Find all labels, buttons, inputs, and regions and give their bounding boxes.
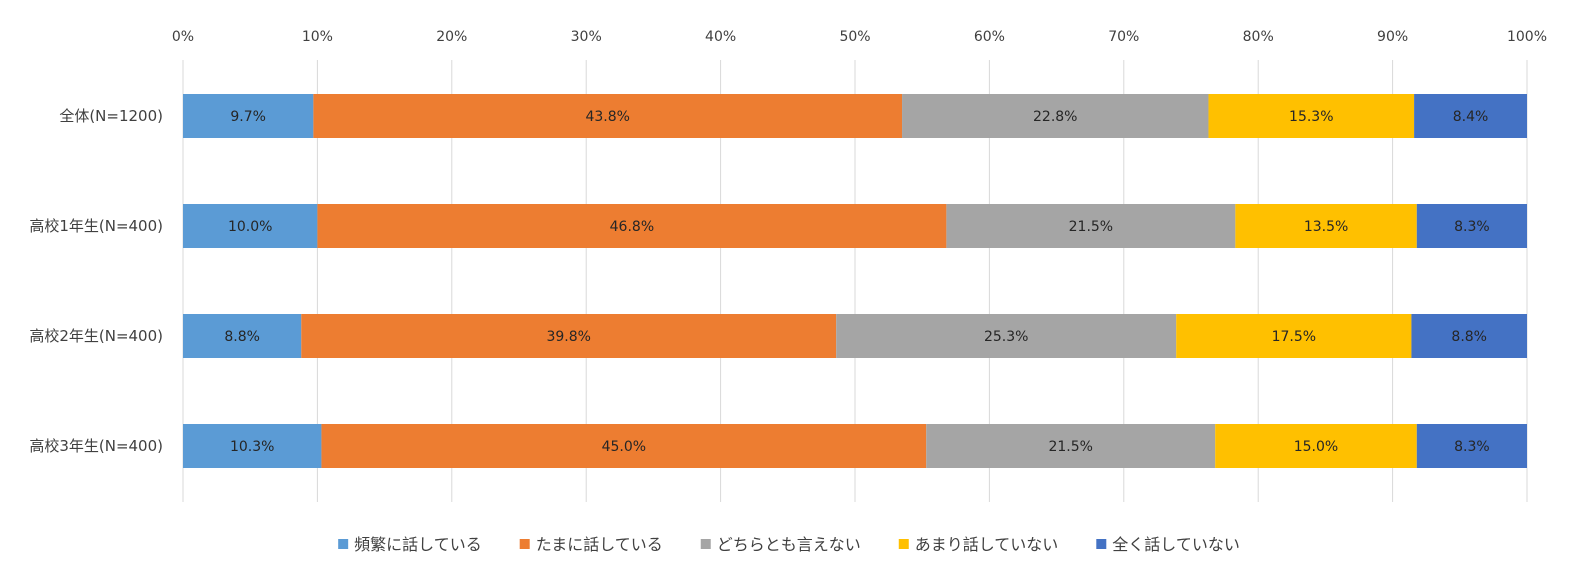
bar-segment: [902, 94, 1209, 138]
bar-segment: [1235, 204, 1417, 248]
data-label: 15.0%: [1294, 439, 1338, 455]
bar-segment: [321, 424, 927, 468]
data-label: 15.3%: [1289, 109, 1333, 125]
data-label: 22.8%: [1033, 109, 1077, 125]
bar-segment: [183, 94, 314, 138]
legend-label: あまり話していない: [915, 535, 1059, 554]
bar-segment: [1208, 94, 1415, 138]
bar-segment: [946, 204, 1236, 248]
legend-swatch: [898, 539, 909, 549]
legend-label: 頻繁に話している: [354, 535, 482, 554]
x-tick-label: 80%: [1243, 29, 1274, 45]
data-label: 10.3%: [230, 439, 274, 455]
x-tick-label: 20%: [436, 29, 467, 45]
data-label: 10.0%: [228, 219, 272, 235]
data-label: 8.8%: [1451, 329, 1487, 345]
data-label: 8.3%: [1454, 219, 1490, 235]
bar-segment: [1416, 424, 1527, 468]
data-label: 8.4%: [1453, 109, 1489, 125]
x-tick-label: 100%: [1507, 29, 1547, 45]
data-label: 13.5%: [1304, 219, 1348, 235]
category-label: 全体(N=1200): [59, 107, 163, 125]
data-labels: 9.7% 43.8% 22.8% 15.3% 8.4% 10.0% 46.8% 21.5% 13…: [224, 109, 1489, 455]
category-label: 高校1年生(N=400): [29, 217, 163, 235]
bar-segment: [1176, 314, 1412, 358]
y-axis-categories: 全体(N=1200) 高校1年生(N=400) 高校2年生(N=400) 高校3年生(…: [29, 107, 163, 455]
data-label: 43.8%: [585, 109, 629, 125]
x-tick-label: 30%: [571, 29, 602, 45]
x-tick-label: 70%: [1108, 29, 1139, 45]
x-tick-label: 90%: [1377, 29, 1408, 45]
data-label: 46.8%: [610, 219, 654, 235]
bar-segment: [1416, 204, 1527, 248]
bar-segment: [183, 204, 318, 248]
data-label: 21.5%: [1048, 439, 1092, 455]
legend-label: どちらとも言えない: [717, 535, 861, 554]
x-tick-label: 0%: [172, 29, 194, 45]
x-axis-ticks: 0% 10% 20% 30% 40% 50% 60% 70% 80% 90% 100%: [172, 29, 1547, 45]
data-label: 8.8%: [224, 329, 260, 345]
bar-segment: [1411, 314, 1527, 358]
bar-segment: [317, 204, 947, 248]
x-tick-label: 10%: [302, 29, 333, 45]
bar-segment: [1414, 94, 1527, 138]
data-label: 8.3%: [1454, 439, 1490, 455]
bar-segment: [836, 314, 1177, 358]
data-label: 45.0%: [602, 439, 646, 455]
bars: [183, 94, 1527, 468]
bar-segment: [1215, 424, 1417, 468]
x-tick-label: 60%: [974, 29, 1005, 45]
data-label: 9.7%: [230, 109, 266, 125]
data-label: 25.3%: [984, 329, 1028, 345]
category-label: 高校2年生(N=400): [29, 327, 163, 345]
x-tick-label: 40%: [705, 29, 736, 45]
bar-segment: [183, 424, 322, 468]
bar-segment: [926, 424, 1216, 468]
bar-segment: [313, 94, 903, 138]
category-label: 高校3年生(N=400): [29, 437, 163, 455]
bar-segment: [183, 314, 302, 358]
x-tick-label: 50%: [839, 29, 870, 45]
legend-swatch: [519, 539, 530, 549]
legend-label: たまに話している: [536, 535, 663, 554]
legend-swatch: [1096, 539, 1107, 549]
data-label: 21.5%: [1069, 219, 1113, 235]
legend-swatch: [338, 539, 349, 549]
bar-segment: [301, 314, 837, 358]
legend-label: 全く話していない: [1112, 535, 1240, 554]
legend-swatch: [700, 539, 711, 549]
legend: 頻繁に話している たまに話している どちらとも言えない あまり話していない 全く話してい…: [338, 535, 1240, 554]
data-label: 39.8%: [546, 329, 590, 345]
data-label: 17.5%: [1272, 329, 1316, 345]
